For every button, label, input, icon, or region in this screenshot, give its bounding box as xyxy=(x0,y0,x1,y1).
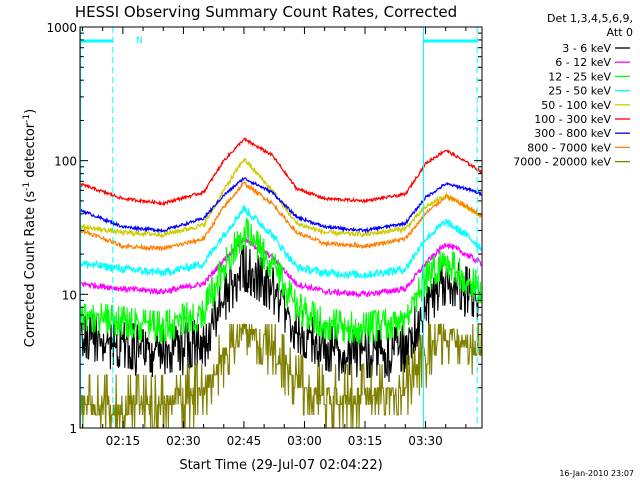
y-tick-label: 10 xyxy=(62,288,77,302)
y-tick-label: 1 xyxy=(69,422,77,436)
legend-label: 300 - 800 keV xyxy=(534,127,611,140)
legend-label: 100 - 300 keV xyxy=(534,113,611,126)
series-line-50-100-kev xyxy=(80,157,482,239)
series-line-25-50-kev xyxy=(80,204,482,281)
x-tick-label: 02:15 xyxy=(106,434,141,448)
y-axis-label-end: ) xyxy=(23,109,38,114)
y-axis-label-superscript-2: -1 xyxy=(22,114,32,123)
legend-header-line-2: Att 0 xyxy=(607,26,633,39)
series-line-3-6-kev xyxy=(80,244,482,383)
y-axis-label-main: Corrected Count Rate (s xyxy=(23,191,38,348)
y-tick-label: 1000 xyxy=(46,21,77,35)
data-series-layer xyxy=(80,137,482,428)
legend-label: 6 - 12 keV xyxy=(555,56,611,69)
y-tick-label: 100 xyxy=(54,155,77,169)
attenuator-markers xyxy=(80,27,478,428)
legend-label: 3 - 6 keV xyxy=(562,42,611,55)
y-axis-label: Corrected Count Rate (s-1 detector-1) xyxy=(22,109,38,347)
x-tick-label: 03:30 xyxy=(408,434,443,448)
y-axis-label-superscript-1: -1 xyxy=(22,182,32,191)
series-line-12-25-kev xyxy=(80,217,482,345)
legend-label: 25 - 50 keV xyxy=(548,85,611,98)
axes: 02:15 02:30 02:45 03:00 03:15 03:30 1000 100 10 1 xyxy=(46,21,482,448)
x-tick-label: 03:15 xyxy=(348,434,383,448)
legend-label: 7000 - 20000 keV xyxy=(513,156,611,169)
plot-frame xyxy=(79,26,483,429)
series-line-300-800-kev xyxy=(80,176,482,234)
chart-title: HESSI Observing Summary Count Rates, Cor… xyxy=(75,3,457,21)
series-line-100-300-kev xyxy=(80,137,482,207)
footer-timestamp: 16-Jan-2010 23:07 xyxy=(559,469,634,478)
annotation-n: N xyxy=(136,36,143,46)
legend-label: 50 - 100 keV xyxy=(541,99,611,112)
x-tick-label: 02:45 xyxy=(227,434,262,448)
x-axis-label: Start Time (29-Jul-07 02:04:22) xyxy=(179,458,382,473)
series-line-800-7000-kev xyxy=(80,181,482,252)
legend-label: 12 - 25 keV xyxy=(548,70,611,83)
series-line-7000-20000-kev xyxy=(80,323,482,428)
legend-header-line-1: Det 1,3,4,5,6,9, xyxy=(547,12,633,25)
y-axis-label-middle: detector xyxy=(23,122,38,182)
legend-label: 800 - 7000 keV xyxy=(527,141,611,154)
x-tick-label: 02:30 xyxy=(166,434,201,448)
x-tick-label: 03:00 xyxy=(287,434,322,448)
